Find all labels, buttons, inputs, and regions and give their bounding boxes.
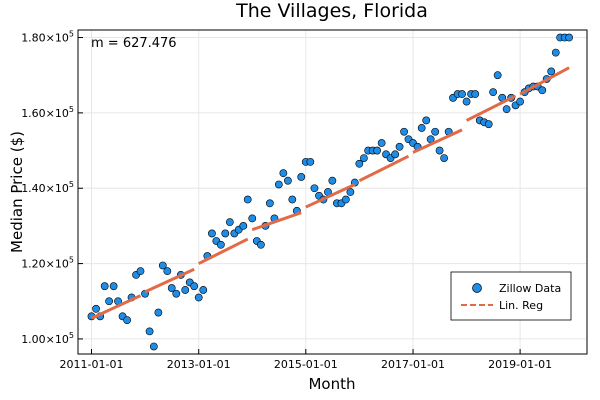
data-point (172, 289, 181, 298)
slope-annotation: m = 627.476 (91, 36, 177, 51)
regression-segment (465, 94, 517, 122)
data-point (306, 157, 315, 166)
data-point (190, 282, 199, 291)
data-point (181, 286, 190, 294)
regression-line (90, 66, 570, 320)
x-tick-label: 2017-01-01 (381, 358, 445, 371)
y-tick-label: 1.40×105 (21, 180, 74, 195)
data-point (243, 195, 252, 204)
y-axis-ticks: 1.00×105 1.20×105 1.40×105 1.60×105 1.80×105 (21, 30, 83, 346)
data-point (158, 261, 167, 270)
regression-segment (412, 128, 463, 154)
x-axis-label: Month (308, 375, 355, 393)
data-point (288, 195, 297, 204)
data-point (194, 293, 203, 302)
data-point (123, 316, 132, 324)
data-point (458, 90, 466, 98)
data-point (163, 267, 172, 276)
data-point (136, 267, 145, 276)
legend-marker-zillow (472, 283, 482, 293)
data-point (373, 146, 381, 155)
data-point (248, 214, 257, 223)
data-point (208, 229, 216, 238)
data-point (502, 105, 511, 114)
data-point (265, 199, 274, 208)
data-point (92, 304, 100, 313)
data-point (199, 286, 208, 294)
data-point (221, 229, 230, 238)
legend-box (450, 271, 572, 321)
data-point (225, 218, 234, 227)
data-point (551, 48, 560, 57)
data-point (435, 146, 444, 155)
data-point (516, 97, 525, 106)
data-point (440, 154, 449, 162)
regression-segment (251, 211, 302, 232)
data-point (257, 240, 265, 249)
regression-segment (358, 154, 410, 183)
data-point (297, 173, 306, 181)
y-axis-label: Median Price ($) (8, 131, 26, 253)
data-point (328, 176, 337, 185)
data-point (484, 120, 493, 129)
data-point (154, 308, 163, 317)
regression-segment (519, 66, 570, 96)
data-point (310, 184, 319, 193)
data-point (149, 342, 158, 351)
chart-title: The Villages, Florida (235, 0, 428, 22)
data-point (493, 71, 502, 80)
data-point (346, 188, 355, 196)
regression-segment (198, 237, 249, 265)
data-point (167, 284, 176, 292)
x-tick-label: 2019-01-01 (488, 358, 552, 371)
legend-label-linreg: Lin. Reg (499, 299, 543, 312)
data-point (279, 169, 288, 178)
data-point (359, 154, 368, 162)
data-point (274, 180, 283, 189)
data-point (109, 282, 118, 291)
y-tick-label: 1.00×105 (21, 331, 74, 346)
data-point (377, 139, 386, 147)
regression-segment (90, 294, 142, 320)
x-tick-label: 2013-01-01 (167, 358, 231, 371)
x-axis-ticks: 2011-01-01 2013-01-01 2015-01-01 2017-01-01… (60, 349, 552, 371)
data-point (105, 297, 113, 306)
data-point (422, 116, 431, 125)
y-tick-label: 1.20×105 (21, 256, 74, 271)
data-point (565, 33, 574, 42)
y-tick-label: 1.60×105 (21, 105, 74, 120)
data-point (471, 90, 480, 98)
regression-segment (144, 267, 195, 294)
legend-label-zillow: Zillow Data (499, 282, 561, 295)
data-point (216, 240, 225, 249)
data-point (400, 127, 408, 136)
data-point (239, 222, 248, 230)
data-point (431, 127, 440, 136)
data-point (462, 97, 471, 106)
x-tick-label: 2011-01-01 (60, 358, 124, 371)
data-point (489, 88, 498, 97)
data-point (145, 327, 154, 336)
data-point (355, 159, 364, 168)
x-tick-label: 2015-01-01 (274, 358, 338, 371)
data-point (341, 195, 350, 204)
regression-segment (305, 183, 356, 209)
data-point (395, 142, 404, 151)
data-point (284, 176, 292, 185)
data-point (547, 67, 556, 76)
y-tick-label: 1.80×105 (21, 30, 74, 45)
data-point (538, 86, 547, 95)
data-point (100, 282, 109, 291)
legend: Zillow Data Lin. Reg (450, 271, 572, 321)
plot-frame (77, 29, 588, 355)
data-point (417, 124, 426, 132)
data-point (391, 150, 400, 159)
